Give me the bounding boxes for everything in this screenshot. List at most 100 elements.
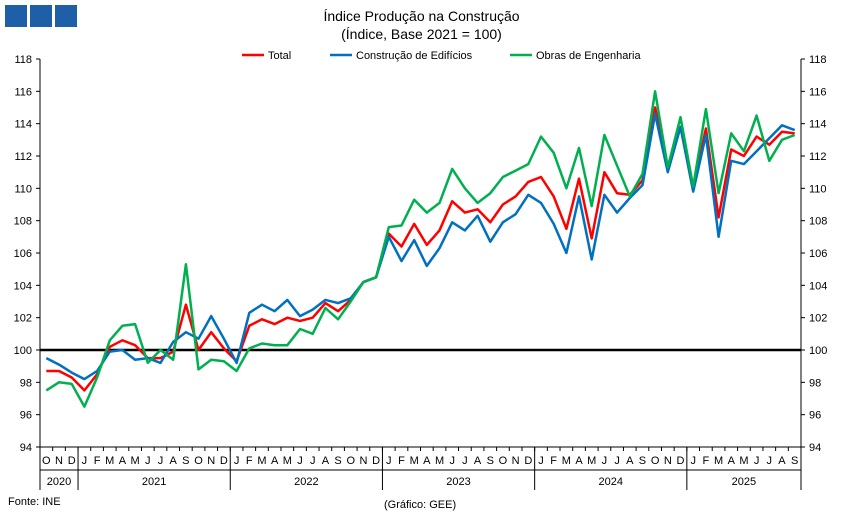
y-tick-label-left: 94 xyxy=(20,442,32,454)
x-month-label: S xyxy=(487,455,494,467)
x-month-label: J xyxy=(690,455,696,467)
y-tick-label-left: 110 xyxy=(14,183,32,195)
x-month-label: M xyxy=(562,455,571,467)
x-month-label: J xyxy=(538,455,544,467)
series-line-edificios xyxy=(45,112,796,381)
series-line-total xyxy=(46,106,795,392)
x-month-label: O xyxy=(194,455,203,467)
x-month-label: A xyxy=(271,455,279,467)
x-month-label: F xyxy=(398,455,405,467)
legend-label: Construção de Edifícios xyxy=(356,50,473,62)
legend-label: Total xyxy=(268,50,291,62)
y-tick-label-right: 94 xyxy=(809,442,821,454)
x-month-label: J xyxy=(145,455,151,467)
x-month-label: M xyxy=(131,455,140,467)
x-month-label: J xyxy=(310,455,316,467)
x-month-label: J xyxy=(386,455,392,467)
y-tick-label-right: 100 xyxy=(809,345,827,357)
series-line-engenharia xyxy=(45,90,796,408)
y-tick-label-left: 106 xyxy=(14,248,32,260)
x-month-label: J xyxy=(234,455,240,467)
x-month-label: O xyxy=(42,455,51,467)
x-month-label: S xyxy=(639,455,646,467)
y-tick-label-right: 116 xyxy=(809,86,827,98)
y-tick-label-right: 112 xyxy=(809,151,827,163)
x-month-label: S xyxy=(182,455,189,467)
x-month-label: N xyxy=(664,455,672,467)
x-month-label: O xyxy=(346,455,355,467)
x-month-label: F xyxy=(703,455,710,467)
x-month-label: J xyxy=(158,455,164,467)
x-month-label: F xyxy=(550,455,557,467)
x-month-label: F xyxy=(94,455,101,467)
x-year-label: 2020 xyxy=(47,476,71,488)
x-month-label: J xyxy=(602,455,608,467)
x-month-label: S xyxy=(791,455,798,467)
x-month-label: O xyxy=(651,455,660,467)
y-tick-label-left: 116 xyxy=(14,86,32,98)
x-month-label: J xyxy=(767,455,773,467)
y-tick-label-left: 96 xyxy=(20,410,32,422)
x-month-label: N xyxy=(359,455,367,467)
x-month-label: N xyxy=(512,455,520,467)
x-month-label: A xyxy=(170,455,178,467)
x-year-label: 2024 xyxy=(599,476,623,488)
y-tick-label-right: 108 xyxy=(809,216,827,228)
logo-square xyxy=(30,5,52,27)
y-tick-label-right: 98 xyxy=(809,377,821,389)
x-month-label: A xyxy=(728,455,736,467)
x-month-label: J xyxy=(754,455,760,467)
x-month-label: F xyxy=(246,455,253,467)
y-tick-label-left: 102 xyxy=(14,313,32,325)
x-month-label: M xyxy=(435,455,444,467)
x-month-label: M xyxy=(105,455,114,467)
y-tick-label-left: 98 xyxy=(20,377,32,389)
x-month-label: M xyxy=(410,455,419,467)
x-month-label: O xyxy=(499,455,508,467)
y-tick-label-right: 110 xyxy=(809,183,827,195)
y-tick-label-right: 106 xyxy=(809,248,827,260)
x-month-label: A xyxy=(474,455,482,467)
x-month-label: M xyxy=(587,455,596,467)
y-tick-label-left: 118 xyxy=(14,54,32,66)
y-tick-label-left: 100 xyxy=(14,345,32,357)
logo-square xyxy=(5,5,27,27)
x-year-label: 2022 xyxy=(294,476,318,488)
x-month-label: M xyxy=(257,455,266,467)
y-tick-label-right: 104 xyxy=(809,280,827,292)
y-tick-label-left: 112 xyxy=(14,151,32,163)
x-month-label: A xyxy=(423,455,431,467)
x-month-label: J xyxy=(462,455,468,467)
x-month-label: D xyxy=(372,455,380,467)
x-month-label: J xyxy=(297,455,303,467)
x-month-label: S xyxy=(334,455,341,467)
x-month-label: N xyxy=(55,455,63,467)
source-note: Fonte: INE xyxy=(8,496,61,508)
x-month-label: A xyxy=(575,455,583,467)
y-tick-label-left: 114 xyxy=(14,119,32,131)
x-month-label: A xyxy=(778,455,786,467)
x-month-label: M xyxy=(283,455,292,467)
x-month-label: A xyxy=(119,455,127,467)
y-tick-label-right: 114 xyxy=(809,119,827,131)
x-month-label: J xyxy=(614,455,620,467)
y-tick-label-left: 104 xyxy=(14,280,32,292)
x-month-label: M xyxy=(739,455,748,467)
x-month-label: D xyxy=(220,455,228,467)
x-year-label: 2021 xyxy=(142,476,166,488)
x-year-label: 2025 xyxy=(732,476,756,488)
x-month-label: N xyxy=(207,455,215,467)
x-month-label: J xyxy=(82,455,88,467)
y-tick-label-right: 118 xyxy=(809,54,827,66)
y-tick-label-right: 96 xyxy=(809,410,821,422)
y-tick-label-left: 108 xyxy=(14,216,32,228)
credit-note: (Gráfico: GEE) xyxy=(384,499,457,511)
x-month-label: D xyxy=(68,455,76,467)
chart-title: Índice Produção na Construção xyxy=(323,8,520,24)
x-year-label: 2023 xyxy=(446,476,470,488)
y-tick-label-right: 102 xyxy=(809,313,827,325)
chart-subtitle: (Índice, Base 2021 = 100) xyxy=(341,26,502,42)
x-month-label: A xyxy=(322,455,330,467)
